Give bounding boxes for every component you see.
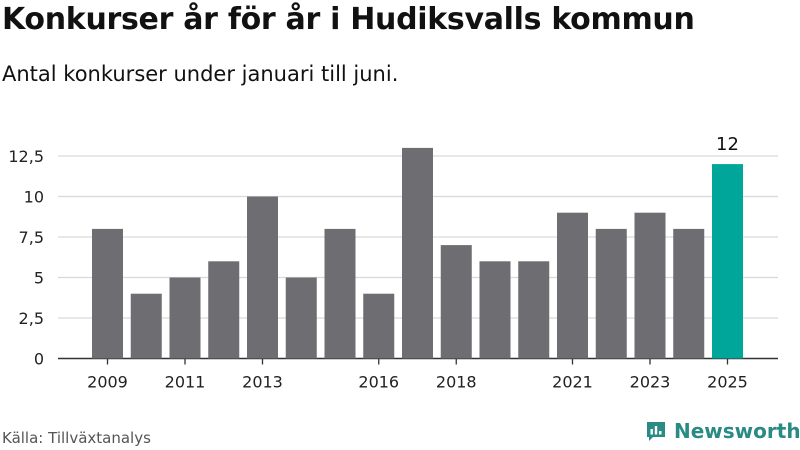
bar-2012: [208, 261, 240, 359]
x-tick-label: 2021: [552, 373, 593, 392]
data-label: 12: [716, 134, 739, 155]
x-axis-labels: 2009 2011 2013 2016 2018 2021 2023 2025: [87, 358, 748, 392]
brand-logo: Newsworthy: [644, 419, 800, 443]
chart-title: Konkurser år för år i Hudiksvalls kommun: [2, 2, 695, 37]
bar-2022: [595, 228, 627, 359]
bar-2020: [518, 261, 550, 359]
bars: [92, 147, 743, 359]
bar-2010: [130, 293, 162, 359]
bar-2023: [634, 212, 666, 359]
bar-2016: [363, 293, 395, 359]
x-tick-label: 2018: [436, 373, 477, 392]
y-axis-labels: 0 2,5 5 7,5 10 12,5: [8, 147, 44, 369]
y-tick-label: 5: [34, 269, 44, 288]
y-tick-label: 10: [24, 188, 44, 207]
brand-name: Newsworthy: [674, 419, 800, 443]
bar-2025: [712, 164, 743, 359]
bar-2024: [673, 228, 705, 359]
y-tick-label: 2,5: [19, 309, 44, 328]
bar-2009: [92, 228, 123, 359]
data-labels: 12: [716, 134, 739, 155]
chart-subtitle: Antal konkurser under januari till juni.: [2, 62, 399, 86]
x-tick-label: 2023: [630, 373, 671, 392]
x-tick-label: 2016: [358, 373, 399, 392]
bar-2021: [557, 212, 588, 359]
bar-2018: [440, 245, 472, 359]
x-tick-label: 2025: [707, 373, 748, 392]
y-tick-label: 0: [34, 350, 44, 369]
bar-2014: [285, 277, 317, 359]
y-tick-label: 12,5: [8, 147, 44, 166]
x-tick-label: 2011: [165, 373, 206, 392]
x-tick-label: 2013: [242, 373, 283, 392]
source-note: Källa: Tillväxtanalys: [2, 429, 151, 447]
newsworthy-logo-icon: [647, 422, 665, 441]
bar-2011: [169, 277, 201, 359]
bar-2019: [479, 261, 511, 359]
bar-2013: [247, 196, 278, 359]
x-tick-label: 2009: [87, 373, 128, 392]
y-tick-label: 7,5: [19, 228, 44, 247]
bar-2015: [324, 228, 356, 359]
bar-2017: [402, 147, 433, 359]
